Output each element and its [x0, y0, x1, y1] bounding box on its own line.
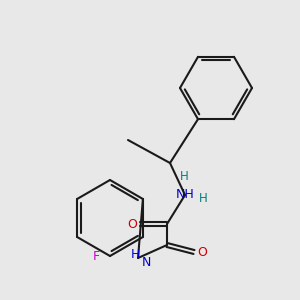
- Text: O: O: [197, 245, 207, 259]
- Text: H: H: [180, 169, 188, 182]
- Text: H: H: [199, 191, 207, 205]
- Text: F: F: [92, 250, 100, 262]
- Text: N: N: [141, 256, 151, 268]
- Text: O: O: [127, 218, 137, 230]
- Text: H: H: [130, 248, 140, 262]
- Text: NH: NH: [176, 188, 194, 202]
